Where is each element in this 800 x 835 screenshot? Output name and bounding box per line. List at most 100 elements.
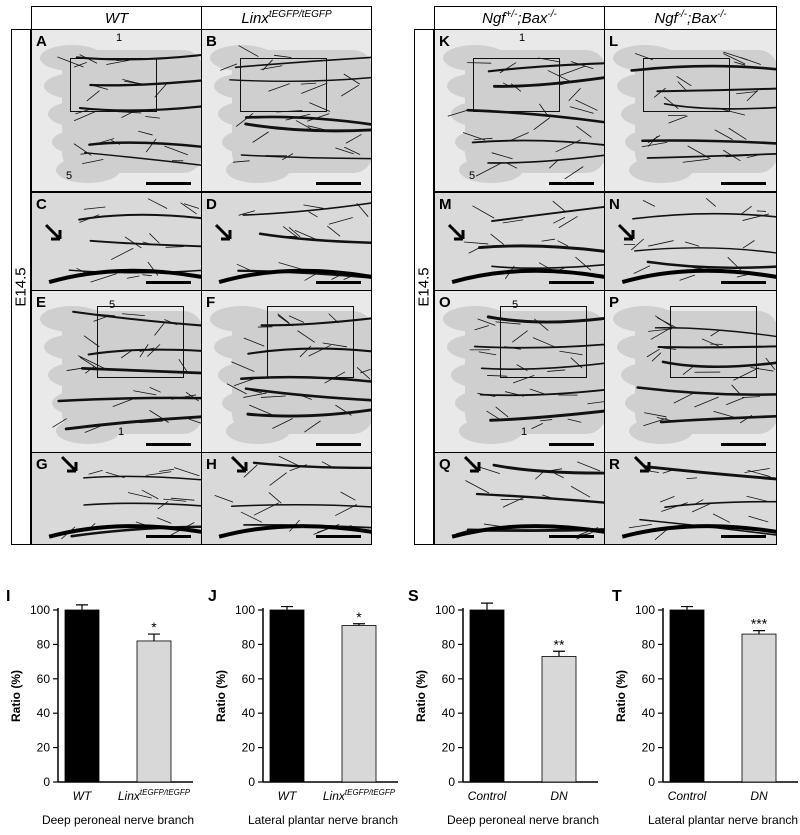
- image-panel-d: D: [201, 192, 372, 291]
- scale-bar: [721, 443, 766, 446]
- zoom-region-box: [240, 58, 327, 112]
- x-axis-label: Lateral plantar nerve branch: [248, 813, 398, 827]
- y-tick-label: 20: [37, 741, 51, 755]
- x-tick-label-base: WT: [73, 789, 93, 803]
- bar: [669, 609, 705, 783]
- x-axis-label: Lateral plantar nerve branch: [648, 813, 798, 827]
- arrow-icon: [463, 455, 481, 473]
- chart-svg: 0 20 40 60 80 100 Ratio (%) Control ** DN Deep per…: [414, 602, 599, 827]
- x-tick-label-base: Linx: [118, 789, 141, 803]
- x-tick-label: WT: [73, 789, 93, 803]
- x-tick-label-base: Control: [468, 789, 507, 803]
- x-tick-label-base: Linx: [323, 789, 346, 803]
- arrow-icon: [617, 223, 635, 241]
- x-tick-label: LinxtEGFP/tEGFP: [118, 788, 191, 803]
- bar-chart-j: J 0 20 40 60 80 100 Ratio (%) WT * LinxtEGFP/tEGFP…: [205, 560, 405, 830]
- header-ngf-het-rest: ;Bax: [517, 10, 548, 27]
- y-tick-label: 40: [37, 706, 51, 720]
- zoom-region-box: [643, 58, 730, 112]
- image-panel-o: O 5 1: [434, 290, 605, 453]
- panel-label-f: F: [206, 294, 216, 311]
- panel-label-m: M: [439, 196, 452, 213]
- chart-svg: 0 20 40 60 80 100 Ratio (%) Control *** DN Lateral…: [614, 603, 798, 827]
- x-tick-label-sup: tEGFP/tEGFP: [345, 788, 396, 797]
- y-tick-label: 80: [242, 637, 256, 651]
- nerve-image: [32, 453, 201, 544]
- panel-label-d: D: [206, 196, 217, 213]
- error-bar: [553, 650, 565, 657]
- stage-label-left: E14.5: [11, 29, 31, 545]
- significance-marker: *: [151, 619, 157, 635]
- header-ngf-ko-base: Ngf: [654, 10, 678, 27]
- arrow-icon: [44, 223, 62, 241]
- scale-bar: [549, 281, 594, 284]
- panel-label-h: H: [206, 456, 217, 473]
- nerve-image: [32, 193, 201, 290]
- significance-marker: *: [356, 609, 362, 625]
- y-tick-label: 80: [642, 637, 656, 651]
- y-axis-label: Ratio (%): [9, 670, 23, 722]
- image-panel-f: F: [201, 290, 372, 453]
- header-ngf-het-bax-sup: -/-: [547, 9, 557, 20]
- significance-marker: ***: [751, 616, 768, 632]
- bar: [741, 633, 777, 783]
- y-tick-label: 0: [448, 775, 455, 789]
- stage-label-left-text: E14.5: [12, 267, 30, 307]
- scale-bar: [146, 443, 191, 446]
- digit-label-1: 1: [521, 426, 528, 438]
- panel-label-k: K: [439, 33, 450, 50]
- error-bar: [481, 602, 493, 610]
- digit-label-1: 1: [118, 426, 125, 438]
- scale-bar: [721, 535, 766, 538]
- nerve-image: [40, 306, 201, 444]
- y-tick-label: 40: [242, 706, 256, 720]
- digit-label-1: 1: [519, 32, 526, 44]
- bar: [269, 609, 305, 783]
- image-panel-m: M: [434, 192, 605, 291]
- scale-bar: [146, 281, 191, 284]
- nerve-image: [210, 306, 371, 444]
- zoom-region-box: [97, 306, 184, 378]
- error-bar: [76, 604, 88, 610]
- header-ngf-ko-rest: ;Bax: [687, 10, 718, 27]
- header-ngf-het-text: Ngf+/-;Bax-/-: [482, 9, 557, 27]
- bar: [541, 656, 577, 783]
- image-panel-e: E 5 1: [31, 290, 202, 453]
- image-panel-p: P: [604, 290, 777, 453]
- image-panel-q: Q: [434, 452, 605, 545]
- panel-label-n: N: [609, 196, 620, 213]
- bar: [64, 609, 100, 783]
- y-tick-label: 0: [248, 775, 255, 789]
- digit-label-5: 5: [469, 170, 476, 182]
- scale-bar: [721, 281, 766, 284]
- y-tick-label: 100: [435, 603, 455, 617]
- x-tick-label: Control: [668, 789, 707, 803]
- scale-bar: [316, 443, 361, 446]
- nerve-image: [202, 453, 371, 544]
- y-axis-label: Ratio (%): [214, 670, 228, 722]
- bar: [469, 609, 505, 783]
- image-panel-c: C: [31, 192, 202, 291]
- error-bar: [148, 633, 160, 641]
- nerve-image: [605, 453, 776, 544]
- nerve-image: [202, 193, 371, 290]
- nerve-image: [613, 45, 776, 183]
- header-ngf-ko-sup: -/-: [677, 9, 688, 20]
- panel-label-p: P: [609, 294, 620, 311]
- panel-label-c: C: [36, 196, 47, 213]
- stage-label-right-text: E14.5: [415, 267, 433, 307]
- zoom-region-box: [500, 306, 587, 378]
- header-linx-sup: tEGFP/tEGFP: [268, 9, 332, 20]
- header-ngf-het-sup: +/-: [505, 9, 518, 20]
- panel-label-b: B: [206, 33, 217, 50]
- panel-label-r: R: [609, 456, 620, 473]
- arrow-icon: [633, 455, 651, 473]
- y-tick-label: 60: [642, 672, 656, 686]
- error-bar: [753, 630, 765, 635]
- y-tick-label: 100: [635, 603, 655, 617]
- y-tick-label: 60: [37, 672, 51, 686]
- y-tick-label: 100: [235, 603, 255, 617]
- arrow-icon: [447, 223, 465, 241]
- bar-chart-i: I 0 20 40 60 80 100 Ratio (%) WT * LinxtEGFP/tEGFP…: [0, 560, 200, 830]
- chart-panel-label: I: [6, 588, 11, 605]
